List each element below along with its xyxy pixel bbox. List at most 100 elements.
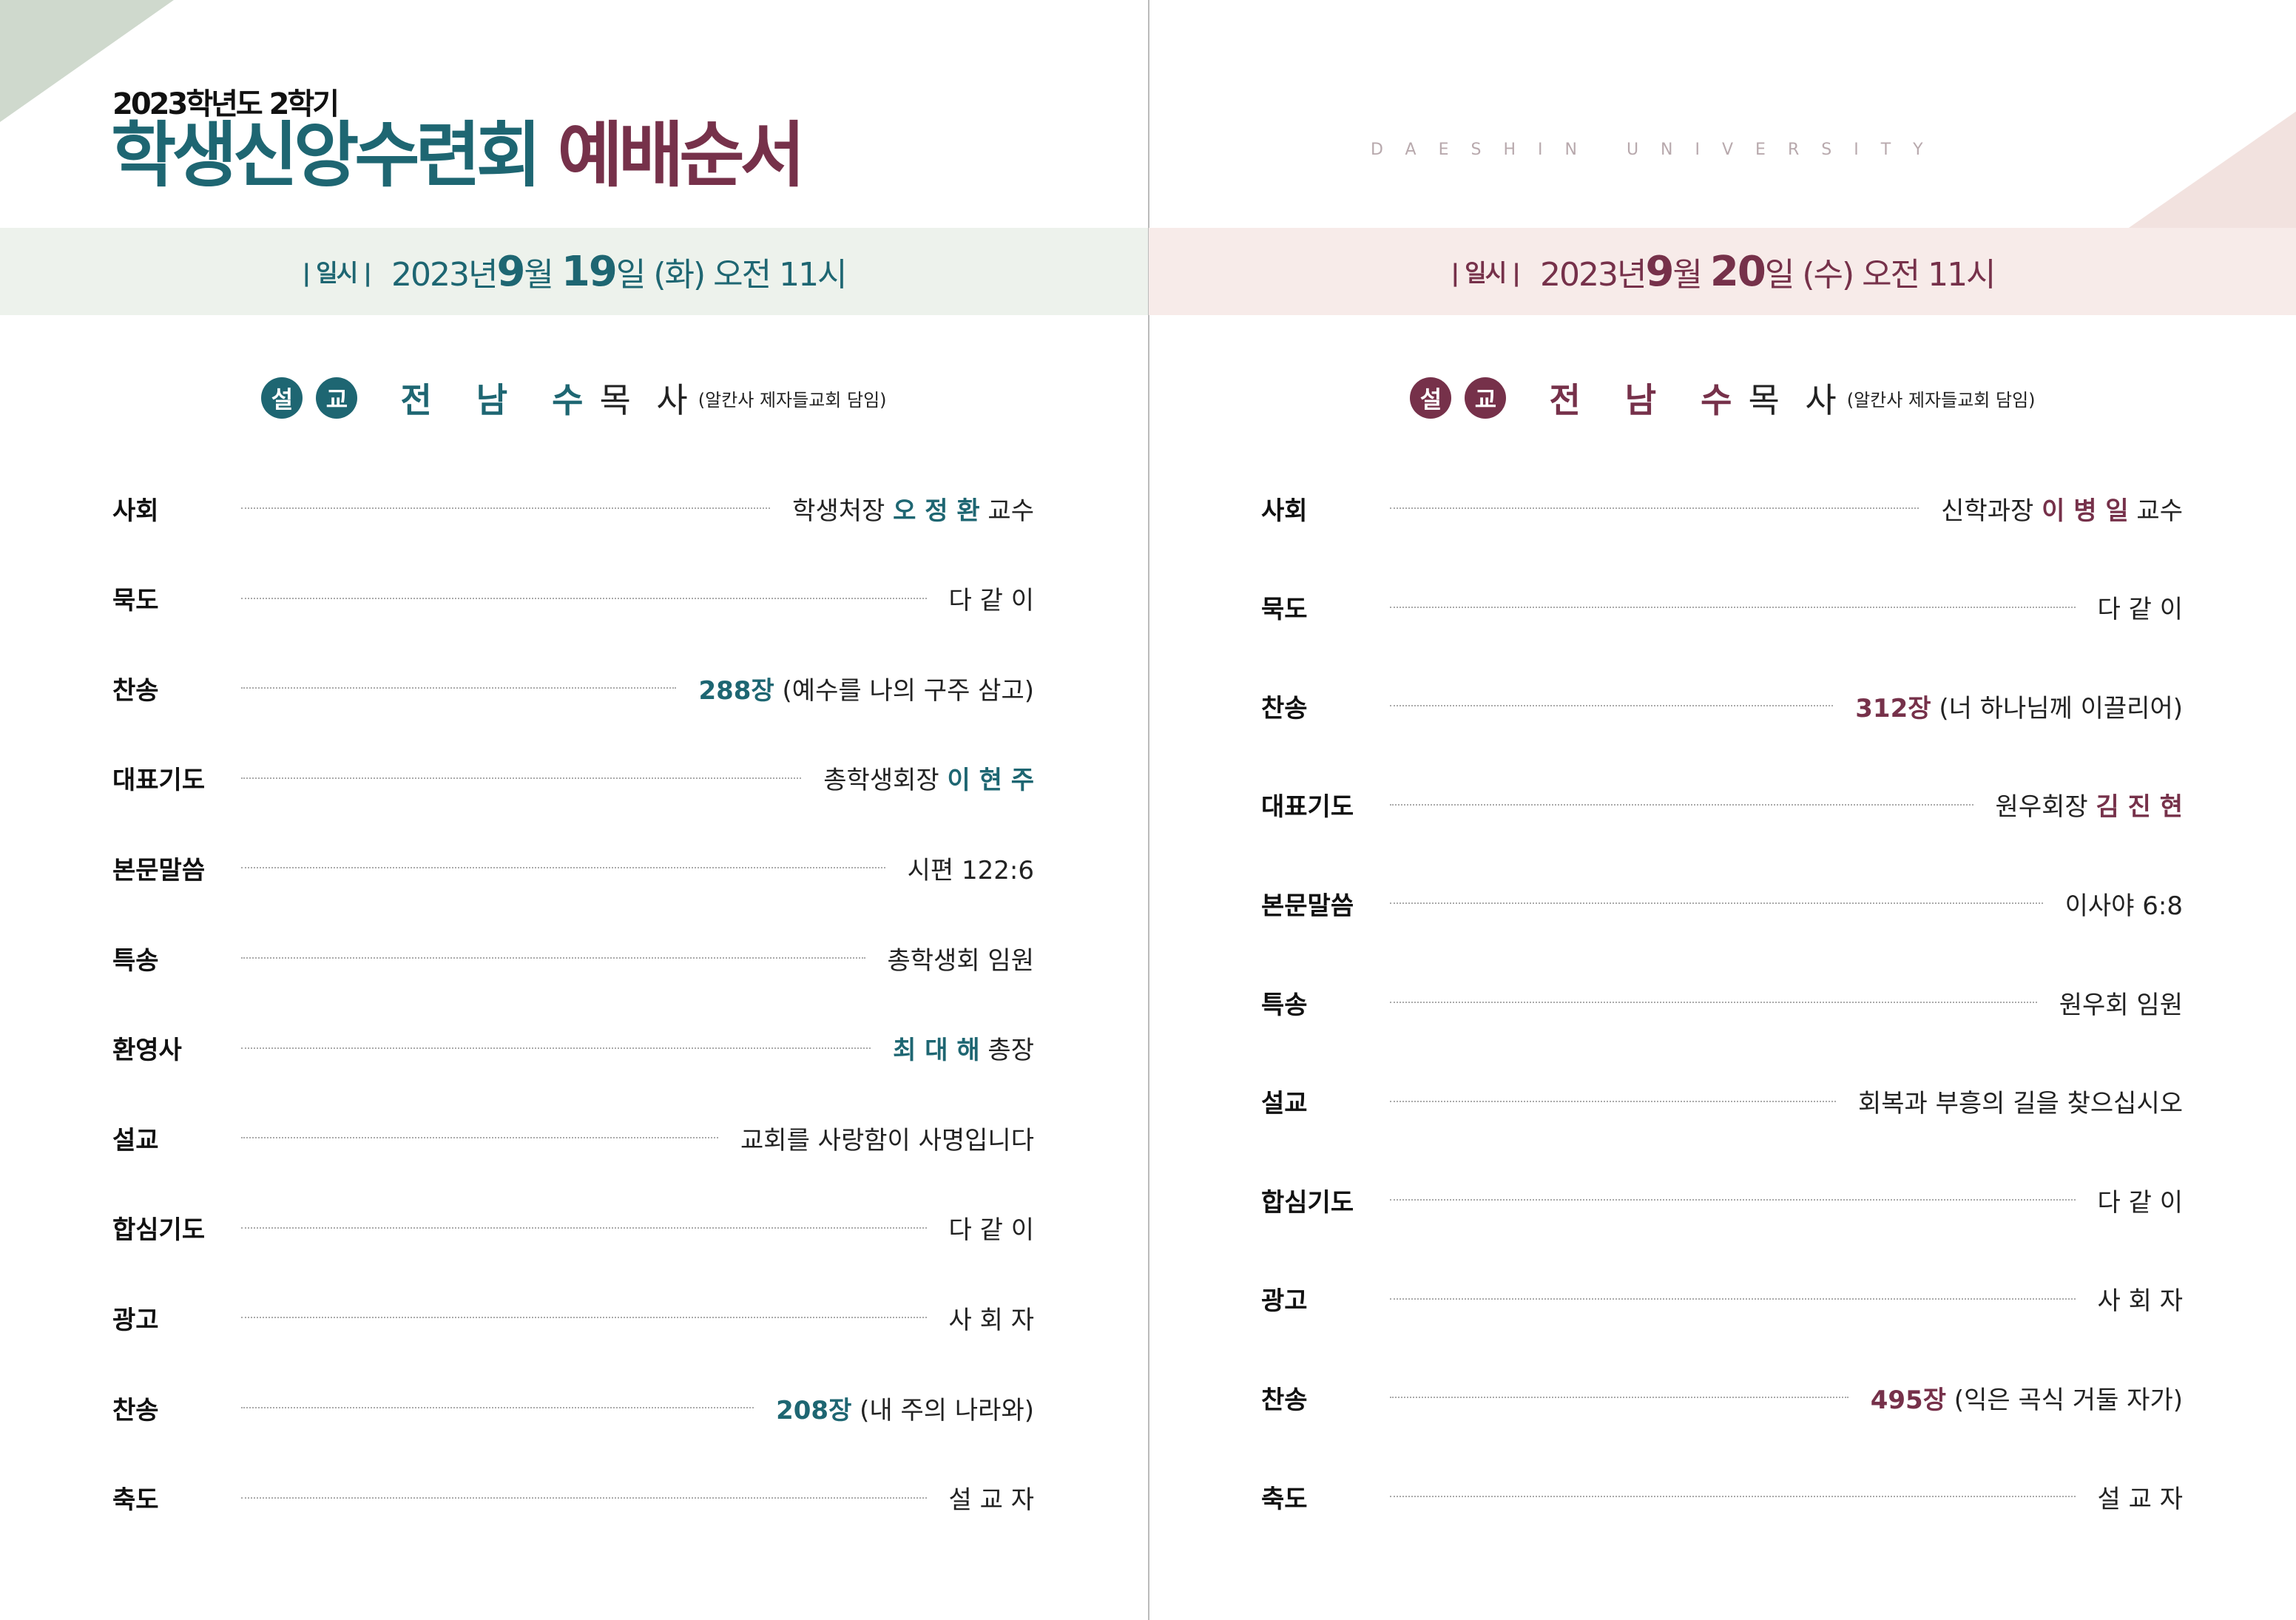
dotted-leader bbox=[241, 687, 677, 689]
order-label: 합심기도 bbox=[112, 1215, 206, 1246]
order-row: 특송 총학생회 임원 bbox=[112, 939, 1034, 976]
value-text: 사 회 자 bbox=[2097, 1286, 2183, 1317]
order-value: 학생처장 오 정 환 교수 bbox=[792, 490, 1034, 527]
value-text: 총장 bbox=[979, 1036, 1034, 1066]
dotted-leader bbox=[241, 1137, 719, 1139]
dotted-leader bbox=[1390, 902, 2043, 905]
order-row: 광고 사 회 자 bbox=[112, 1299, 1034, 1336]
dotted-leader bbox=[1390, 507, 1919, 509]
badge: 설 bbox=[261, 377, 303, 419]
order-label: 광고 bbox=[112, 1305, 159, 1335]
order-row: 설교 교회를 사랑함이 사명입니다 bbox=[112, 1119, 1034, 1156]
date-band: | 일시 | 2023년 9 월 19 일 (화) 오전 11시 bbox=[0, 228, 1148, 315]
order-row: 설교 회복과 부흥의 길을 찾으십시오 bbox=[1261, 1083, 2183, 1120]
order-row: 축도 설 교 자 bbox=[1261, 1478, 2183, 1515]
highlight-text: 김 진 현 bbox=[2096, 792, 2183, 823]
order-label: 찬송 bbox=[1261, 1385, 1308, 1415]
value-text: 시편 122:6 bbox=[907, 855, 1034, 885]
order-label: 특송 bbox=[1261, 990, 1308, 1020]
order-value: 288장 (예수를 나의 구주 삼고) bbox=[698, 670, 1034, 706]
value-text: 교수 bbox=[2128, 496, 2183, 526]
order-label: 묵도 bbox=[1261, 595, 1308, 625]
value-text: 사 회 자 bbox=[948, 1305, 1034, 1335]
order-row: 대표기도 총학생회장 이 현 주 bbox=[112, 760, 1034, 797]
order-value: 시편 122:6 bbox=[908, 850, 1034, 886]
order-row: 광고 사 회 자 bbox=[1261, 1280, 2183, 1317]
badge: 교 bbox=[1465, 377, 1507, 419]
order-value: 다 같 이 bbox=[949, 1209, 1034, 1246]
dotted-leader bbox=[241, 1407, 754, 1408]
page-divider bbox=[1148, 0, 1149, 1620]
order-value: 총학생회 임원 bbox=[888, 940, 1035, 976]
page-title: 학생신앙수련회 예배순서 bbox=[111, 114, 806, 197]
order-row: 사회 신학과장 이 병 일 교수 bbox=[1261, 490, 2183, 527]
value-text: 다 같 이 bbox=[948, 1215, 1034, 1246]
order-value: 설 교 자 bbox=[2098, 1479, 2183, 1515]
order-label: 축도 bbox=[1261, 1484, 1308, 1514]
dotted-leader bbox=[1390, 1496, 2076, 1497]
order-label: 대표기도 bbox=[1261, 792, 1354, 823]
order-label: 찬송 bbox=[1261, 693, 1308, 723]
order-row: 축도 설 교 자 bbox=[112, 1479, 1034, 1516]
order-value: 다 같 이 bbox=[2098, 589, 2183, 625]
value-text: 교수 bbox=[979, 496, 1034, 526]
value-text: 학생처장 bbox=[792, 496, 894, 526]
order-value: 최 대 해 총장 bbox=[893, 1030, 1034, 1066]
value-text: 원우회장 bbox=[1995, 792, 2096, 823]
value-text: (익은 곡식 거둘 자가) bbox=[1946, 1385, 2183, 1415]
highlight-text: 288장 bbox=[698, 675, 774, 706]
value-text: 다 같 이 bbox=[2097, 1187, 2183, 1218]
day2-page: DAESHIN UNIVERSITY | 일시 | 2023년 9 월 20 일 (수… bbox=[1149, 0, 2296, 1620]
order-value: 이사야 6:8 bbox=[2065, 885, 2183, 922]
value-text: 회복과 부흥의 길을 찾으십시오 bbox=[1857, 1089, 2183, 1119]
value-text: 설 교 자 bbox=[948, 1485, 1034, 1516]
order-value: 다 같 이 bbox=[949, 580, 1034, 616]
order-value: 교회를 사랑함이 사명입니다 bbox=[740, 1120, 1034, 1156]
order-label: 사회 bbox=[1261, 496, 1308, 526]
dotted-leader bbox=[1390, 705, 1834, 707]
order-label: 설교 bbox=[112, 1125, 159, 1155]
preacher-name: 전 남 수 bbox=[400, 380, 600, 420]
order-row: 사회 학생처장 오 정 환 교수 bbox=[112, 490, 1034, 527]
dotted-leader bbox=[1390, 803, 1973, 806]
order-row: 찬송 208장 (내 주의 나라와) bbox=[112, 1389, 1034, 1426]
highlight-text: 이 현 주 bbox=[947, 766, 1034, 796]
dotted-leader bbox=[241, 957, 865, 959]
decorative-triangle bbox=[2127, 111, 2296, 229]
dotted-leader bbox=[241, 1496, 927, 1499]
order-value: 312장 (너 하나님께 이끌리어) bbox=[1855, 688, 2183, 724]
order-value: 설 교 자 bbox=[949, 1479, 1034, 1516]
dotted-leader bbox=[1390, 1297, 2076, 1300]
order-value: 회복과 부흥의 길을 찾으십시오 bbox=[1858, 1083, 2183, 1119]
order-label: 찬송 bbox=[112, 1395, 159, 1425]
value-text: (예수를 나의 구주 삼고) bbox=[774, 675, 1034, 706]
order-label: 찬송 bbox=[112, 675, 159, 706]
order-row: 본문말씀 시편 122:6 bbox=[112, 849, 1034, 886]
order-value: 원우회장 김 진 현 bbox=[1996, 786, 2183, 823]
dotted-leader bbox=[241, 777, 802, 779]
value-text: 총학생회장 bbox=[823, 766, 948, 796]
order-value: 사 회 자 bbox=[949, 1300, 1034, 1336]
order-row: 찬송 495장 (익은 곡식 거둘 자가) bbox=[1261, 1379, 2183, 1416]
order-value: 다 같 이 bbox=[2098, 1182, 2183, 1218]
order-label: 합심기도 bbox=[1261, 1187, 1354, 1218]
order-row: 합심기도 다 같 이 bbox=[112, 1209, 1034, 1246]
dotted-leader bbox=[241, 1317, 927, 1319]
value-text: (내 주의 나라와) bbox=[851, 1395, 1034, 1425]
order-row: 환영사 최 대 해 총장 bbox=[112, 1030, 1034, 1067]
order-value: 사 회 자 bbox=[2098, 1280, 2183, 1317]
subtitle: 2023학년도 2학기 bbox=[112, 87, 340, 121]
order-value: 원우회 임원 bbox=[2059, 985, 2183, 1021]
highlight-text: 최 대 해 bbox=[893, 1036, 980, 1066]
dotted-leader bbox=[241, 1226, 927, 1229]
order-label: 본문말씀 bbox=[1261, 891, 1354, 921]
order-value: 495장 (익은 곡식 거둘 자가) bbox=[1871, 1380, 2183, 1416]
order-row: 묵도 다 같 이 bbox=[112, 580, 1034, 617]
order-label: 대표기도 bbox=[112, 766, 206, 796]
highlight-text: 312장 bbox=[1855, 693, 1931, 723]
dotted-leader bbox=[241, 867, 885, 869]
badge: 설 bbox=[1410, 377, 1452, 419]
dotted-leader bbox=[1390, 606, 2076, 608]
